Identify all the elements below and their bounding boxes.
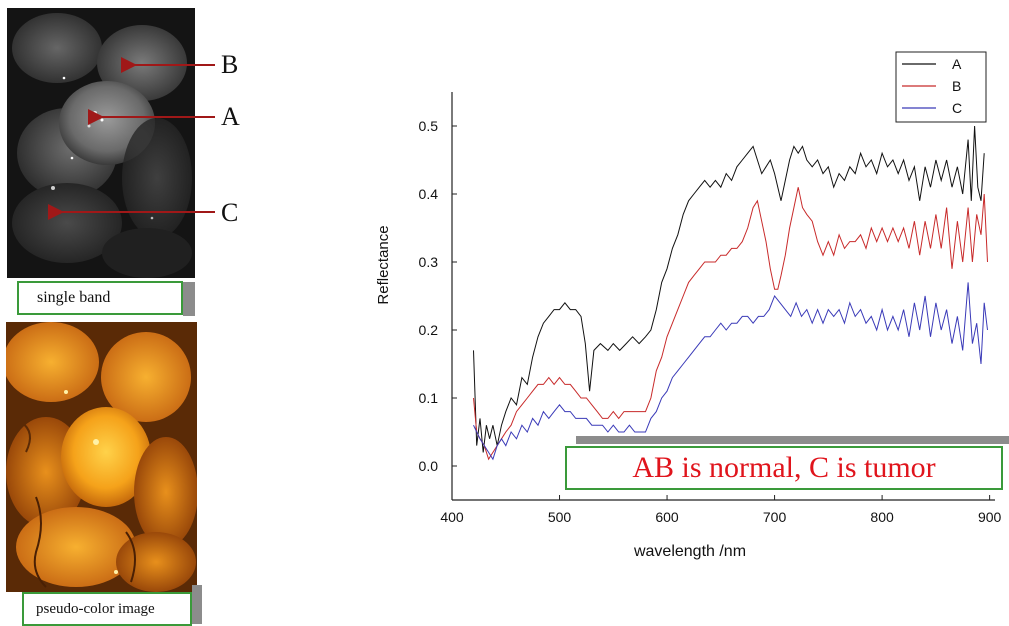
x-axis-label: wavelength /nm: [633, 543, 746, 560]
note-shadow: [576, 436, 1009, 444]
single-band-caption: single band: [17, 281, 183, 315]
x-tick-label: 700: [763, 509, 787, 525]
y-axis-label: Reflectance: [375, 225, 392, 304]
marker-label-a: A: [221, 102, 240, 131]
marker-label-b: B: [221, 50, 239, 79]
x-tick-label: 900: [978, 509, 1002, 525]
single-band-image: [7, 8, 195, 278]
y-tick-label: 0.2: [419, 322, 439, 338]
x-tick-label: 500: [548, 509, 572, 525]
diagnosis-note: AB is normal, C is tumor: [565, 446, 1003, 490]
legend-label-b: B: [952, 78, 961, 94]
series-line-a: [473, 125, 985, 453]
pseudo-color-image: [6, 322, 197, 592]
marker-arrows: [48, 57, 215, 220]
pseudo-color-caption: pseudo-color image: [22, 592, 192, 626]
caption-shadow: [183, 282, 195, 316]
y-tick-label: 0.4: [419, 186, 439, 202]
x-tick-label: 600: [655, 509, 679, 525]
series-line-b: [473, 187, 988, 461]
marker-label-c: C: [221, 198, 239, 227]
series-line-c: [473, 282, 988, 461]
y-tick-label: 0.0: [419, 458, 439, 474]
y-tick-label: 0.1: [419, 390, 439, 406]
y-tick-label: 0.5: [419, 118, 439, 134]
legend-label-c: C: [952, 100, 962, 116]
x-tick-label: 400: [440, 509, 464, 525]
legend: ABC: [895, 51, 987, 123]
legend-label-a: A: [952, 56, 962, 72]
legend-box: [895, 51, 987, 123]
x-tick-label: 800: [870, 509, 894, 525]
caption-shadow: [192, 585, 202, 624]
y-tick-label: 0.3: [419, 254, 439, 270]
